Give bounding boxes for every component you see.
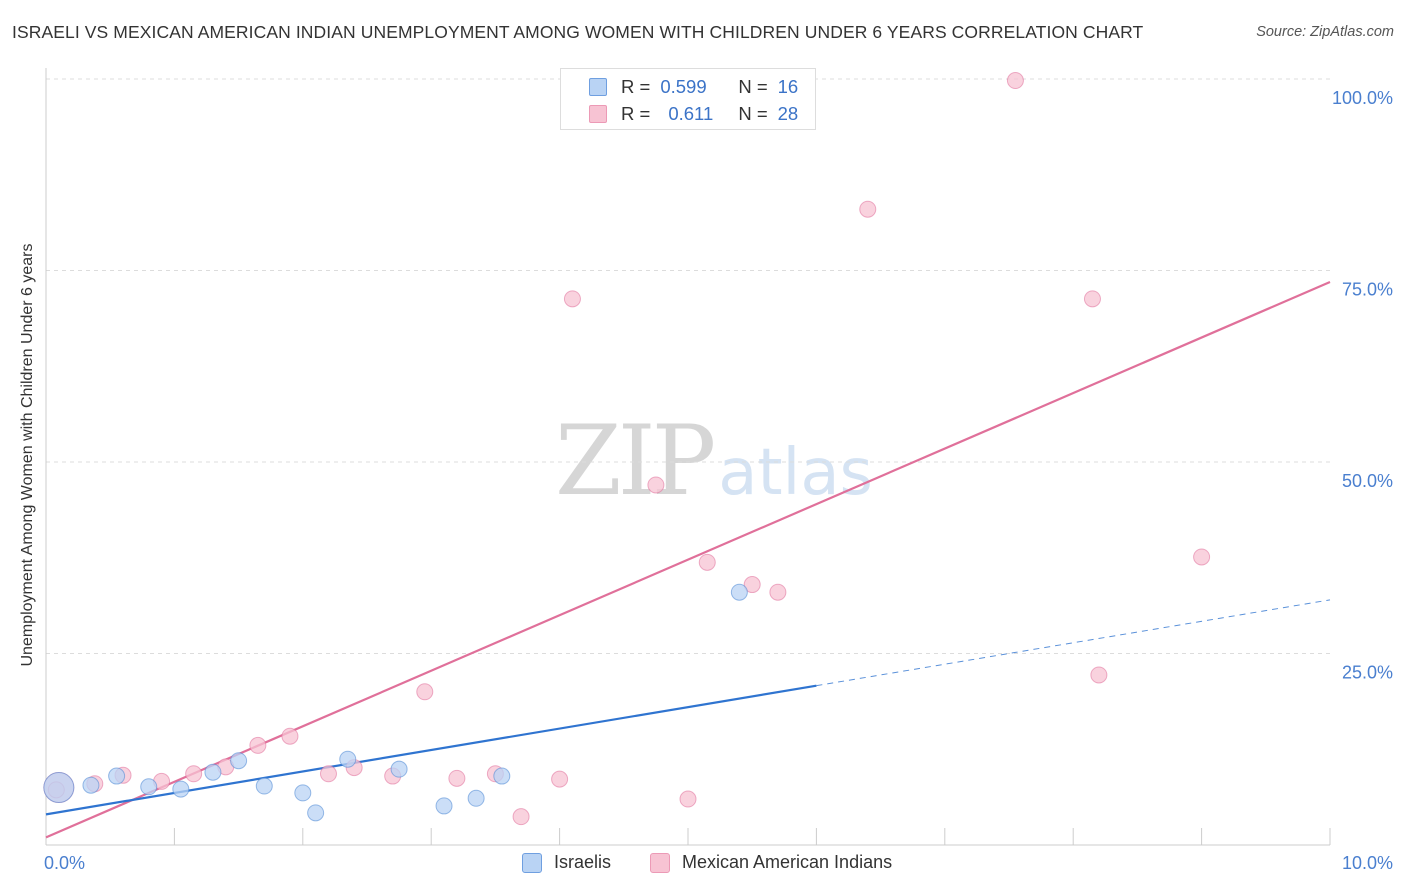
y-tick-label: 75.0% (1342, 280, 1393, 300)
x-tick-label: 0.0% (44, 853, 85, 873)
point-israelis (435, 797, 453, 815)
y-tick-label: 100.0% (1332, 88, 1393, 108)
point-israelis (390, 760, 408, 778)
legend-swatch-mexican-american-indians (650, 852, 670, 873)
point-israelis (82, 776, 100, 794)
point-israelis (204, 763, 222, 781)
legend-n-value: 28 (777, 103, 799, 124)
point-mexican-american-indians (1083, 290, 1101, 308)
data-points (43, 72, 1211, 826)
point-israelis (339, 750, 357, 768)
legend-r-label: R = (621, 76, 651, 97)
legend-swatch-mexican-american-indians (589, 105, 607, 123)
point-israelis (140, 778, 158, 796)
point-mexican-american-indians (647, 476, 665, 494)
point-mexican-american-indians (551, 770, 569, 788)
legend-item-mexican-american-indians: Mexican American Indians (650, 852, 892, 873)
legend-r-value: 0.599 (660, 76, 707, 97)
point-israelis (43, 772, 75, 804)
legend-label-mexican-american-indians: Mexican American Indians (682, 852, 893, 872)
legend-item-israelis: Israelis (522, 852, 611, 873)
point-israelis (172, 780, 190, 798)
point-mexican-american-indians (249, 736, 267, 754)
point-israelis (493, 767, 511, 785)
point-mexican-american-indians (1006, 72, 1024, 90)
point-mexican-american-indians (698, 553, 716, 571)
point-mexican-american-indians (281, 727, 299, 745)
point-mexican-american-indians (1193, 548, 1211, 566)
legend-r-label: R = (621, 103, 651, 124)
trendline-israelis-extension (816, 599, 1331, 687)
legend-swatch-israelis (522, 852, 542, 873)
point-mexican-american-indians (743, 576, 761, 594)
point-mexican-american-indians (769, 583, 787, 601)
legend-n-value: 16 (777, 76, 799, 97)
chart-title: ISRAELI VS MEXICAN AMERICAN INDIAN UNEMP… (12, 22, 1144, 42)
point-mexican-american-indians (563, 290, 581, 308)
tick-labels: 25.0% 50.0% 75.0% 100.0% 0.0% 10.0% (44, 88, 1393, 873)
point-israelis (230, 752, 248, 770)
point-mexican-american-indians (1090, 666, 1108, 684)
point-israelis (294, 784, 312, 802)
y-tick-label: 50.0% (1342, 471, 1393, 491)
legend-n-label: N = (738, 76, 768, 97)
point-israelis (307, 804, 325, 822)
point-mexican-american-indians (679, 790, 697, 808)
point-mexican-american-indians (859, 200, 877, 218)
point-israelis (255, 777, 273, 795)
point-israelis (730, 583, 748, 601)
legend-label-israelis: Israelis (554, 852, 612, 872)
point-israelis (108, 767, 126, 785)
point-mexican-american-indians (185, 765, 203, 783)
stats-legend: R = 0.599 N = 16 R = 0.611 N = 28 (560, 68, 816, 130)
point-mexican-american-indians (416, 683, 434, 701)
legend-swatch-israelis (589, 78, 607, 96)
x-tick-label: 10.0% (1342, 853, 1393, 873)
point-mexican-american-indians (319, 765, 337, 783)
point-mexican-american-indians (448, 769, 466, 787)
point-israelis (467, 789, 485, 807)
legend-r-value: 0.611 (668, 103, 714, 124)
y-tick-label: 25.0% (1342, 663, 1393, 683)
trendline-israelis (45, 684, 817, 816)
axes (45, 68, 1331, 846)
legend-n-label: N = (738, 103, 768, 124)
source-credit: Source: ZipAtlas.com (1256, 24, 1394, 40)
legend-row-mexican-american-indians: R = 0.611 N = 28 (621, 102, 798, 126)
legend-row-israelis: R = 0.599 N = 16 (621, 75, 798, 99)
point-mexican-american-indians (512, 808, 530, 826)
y-axis-label: Unemployment Among Women with Children U… (19, 243, 36, 667)
